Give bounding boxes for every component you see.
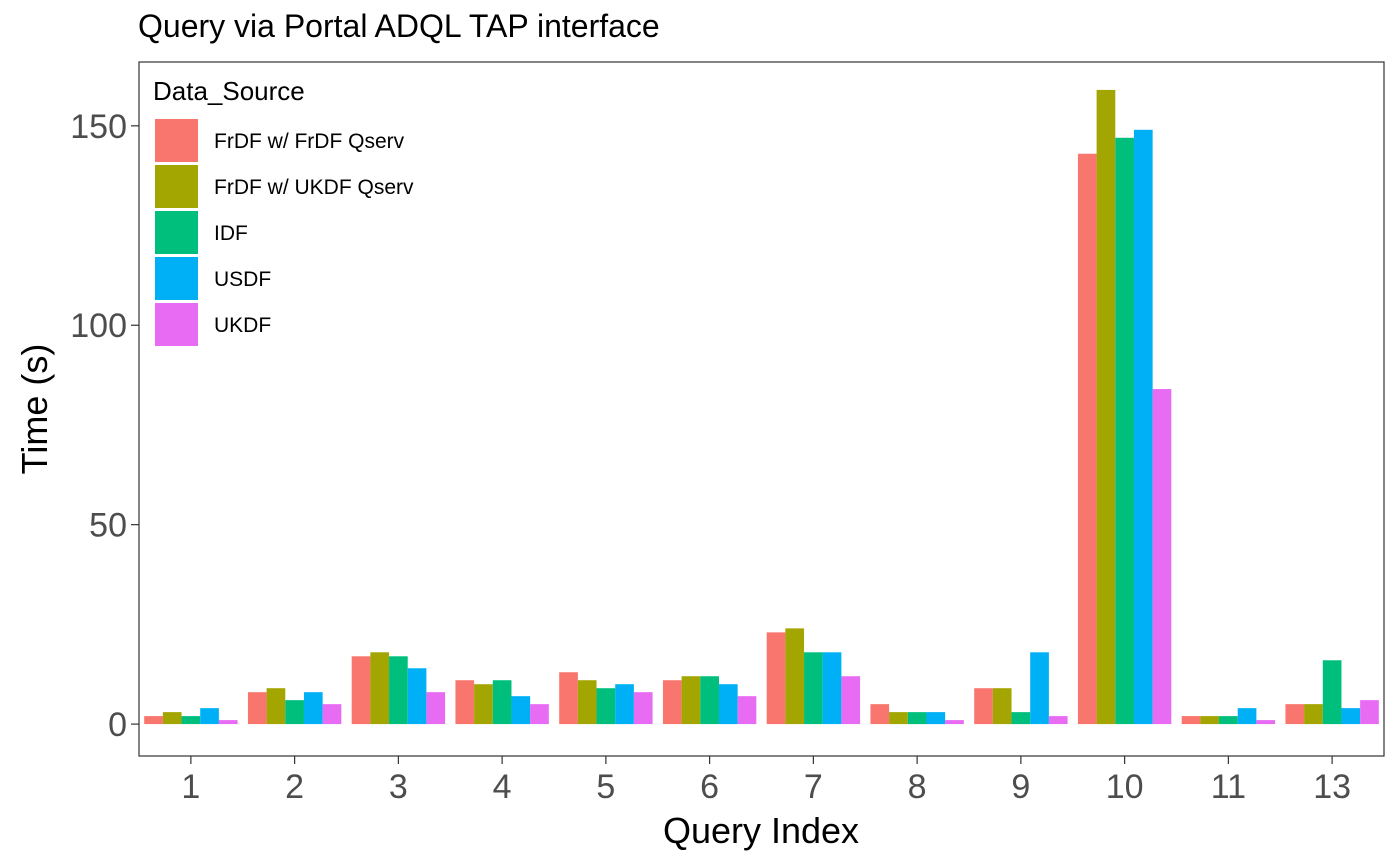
bar	[1030, 652, 1049, 725]
bar	[285, 700, 304, 725]
bar	[1341, 708, 1361, 725]
bar	[426, 692, 446, 725]
bar	[974, 688, 993, 725]
plot-panel-border	[138, 61, 1385, 757]
legend-label: IDF	[214, 222, 248, 245]
bar	[1077, 153, 1097, 725]
bar	[351, 656, 371, 725]
y-tick-label: 150	[70, 108, 127, 146]
bar	[1096, 89, 1116, 725]
bar	[559, 672, 578, 725]
legend: Data_Source FrDF w/ FrDF Qserv FrDF w/ UKD…	[153, 76, 414, 346]
bar	[1219, 716, 1238, 725]
bar	[737, 696, 757, 725]
bar	[492, 680, 512, 725]
x-tick-label: 2	[285, 768, 304, 806]
bar	[370, 652, 390, 725]
bar	[247, 692, 267, 725]
bar	[945, 720, 964, 725]
bar	[766, 632, 786, 725]
bar	[841, 676, 861, 725]
bar	[889, 712, 908, 725]
chart-title: Query via Portal ADQL TAP interface	[138, 8, 660, 44]
legend-key	[155, 303, 198, 346]
y-tick-label: 50	[89, 507, 127, 545]
x-tick-label: 13	[1313, 768, 1351, 806]
x-tick-label: 6	[700, 768, 719, 806]
legend-label: FrDF w/ UKDF Qserv	[214, 176, 414, 199]
y-tick-label: 0	[108, 706, 127, 744]
bar	[633, 692, 653, 725]
legend-key	[155, 165, 198, 208]
bars-layer	[144, 89, 1379, 725]
bar	[718, 684, 738, 725]
bar	[662, 680, 682, 725]
x-tick-label: 3	[389, 768, 408, 806]
bar	[992, 688, 1012, 725]
bar	[1011, 712, 1031, 725]
bar	[1133, 129, 1153, 725]
x-tick-label: 1	[181, 768, 200, 806]
bar	[926, 712, 946, 725]
bar	[1237, 708, 1257, 725]
bar	[785, 628, 805, 725]
legend-key	[155, 211, 198, 254]
legend-key	[155, 257, 198, 300]
legend-title: Data_Source	[153, 76, 305, 106]
bar	[474, 684, 493, 725]
x-tick-label: 5	[596, 768, 615, 806]
bar	[266, 688, 286, 725]
bar	[1048, 716, 1068, 725]
bar	[162, 712, 182, 725]
x-tick-label: 11	[1211, 768, 1246, 806]
bar	[681, 676, 701, 725]
axis-ticks: 0 50 100 150 1 2 3 4 5 6 7 8 9 10 11 13	[70, 108, 1351, 806]
bar	[303, 692, 323, 725]
bar	[700, 676, 719, 725]
bar	[1360, 700, 1379, 725]
legend-label: FrDF w/ FrDF Qserv	[214, 130, 405, 153]
bar	[1256, 720, 1276, 725]
y-tick-label: 100	[70, 307, 127, 345]
bar	[822, 652, 842, 725]
legend-label: UKDF	[214, 314, 271, 337]
bar	[615, 684, 634, 725]
bar	[455, 680, 475, 725]
bar	[577, 680, 597, 725]
bar	[389, 656, 408, 725]
x-tick-label: 9	[1011, 768, 1030, 806]
bar	[144, 716, 163, 725]
bar	[907, 712, 927, 725]
bar	[511, 696, 531, 725]
bar	[1200, 716, 1220, 725]
bar	[218, 720, 238, 725]
bar	[1115, 137, 1134, 725]
bar	[1322, 660, 1342, 725]
bar	[870, 704, 890, 725]
bar	[1285, 704, 1305, 725]
legend-key	[155, 119, 198, 162]
bar	[1304, 704, 1323, 725]
x-tick-label: 8	[908, 768, 927, 806]
x-tick-label: 4	[493, 768, 512, 806]
bar	[407, 668, 427, 725]
bar	[200, 708, 219, 725]
bar	[1181, 716, 1201, 725]
y-axis-label: Time (s)	[14, 344, 55, 475]
legend-label: USDF	[214, 268, 271, 291]
x-tick-label: 10	[1106, 768, 1144, 806]
bar	[322, 704, 342, 725]
bar	[181, 716, 201, 725]
x-axis-label: Query Index	[663, 810, 859, 851]
bar	[804, 652, 823, 725]
x-tick-label: 7	[804, 768, 823, 806]
bar	[596, 688, 616, 725]
bar	[1152, 389, 1172, 725]
bar	[530, 704, 549, 725]
